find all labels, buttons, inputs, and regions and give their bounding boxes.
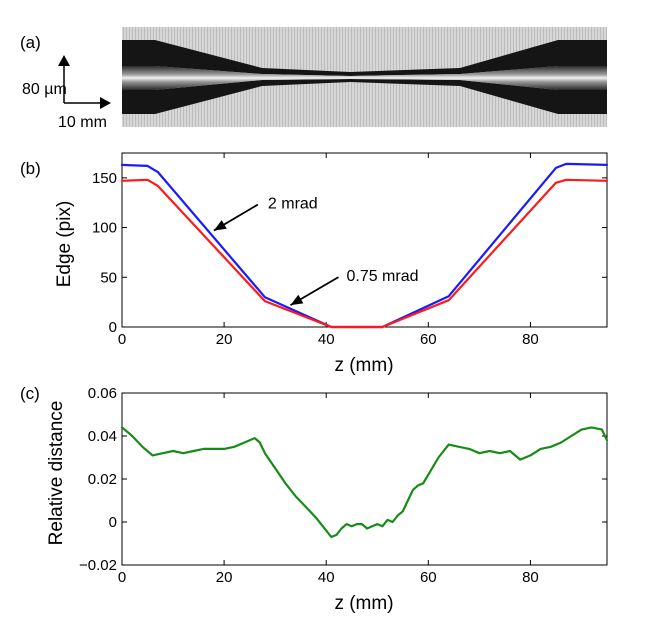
chart-c-ytick-label: −0.02 — [79, 557, 117, 574]
chart-b-annotation-label: 2 mrad — [268, 196, 318, 213]
chart-b-xtick-label: 60 — [420, 331, 437, 348]
chart-b-axes-frame — [121, 152, 608, 328]
chart-b-xtick-label: 40 — [318, 331, 335, 348]
chart-panel-c: (c) Relative distance z (mm) 0 20 40 60 80 −0… — [20, 384, 609, 614]
edge-image-upper-shadow — [122, 40, 607, 76]
panel-b-label: (b) — [20, 159, 41, 178]
scale-bar-up-arrowhead — [58, 55, 70, 66]
chart-b-xtick-label: 0 — [118, 331, 126, 348]
chart-c-xtick-label: 40 — [318, 569, 335, 586]
chart-c-ytick-label: 0 — [109, 514, 117, 531]
scale-bar-right-arrowhead — [100, 97, 111, 109]
panel-a-label: (a) — [20, 33, 41, 52]
scale-bar: 80 µm 10 mm — [22, 55, 111, 131]
chart-b-xtick-label: 20 — [216, 331, 233, 348]
chart-b-series-line-2 — [120, 178, 609, 329]
chart-b-annotation-label: 0.75 mrad — [346, 268, 418, 285]
chart-c-xtick-label: 60 — [420, 569, 437, 586]
chart-c-xlabel: z (mm) — [334, 593, 393, 614]
chart-b-ytick-label: 150 — [92, 170, 117, 187]
chart-c-ytick-label: 0.06 — [88, 385, 117, 402]
chart-c-ytick-label: 0.02 — [88, 471, 117, 488]
chart-c-xtick-label: 20 — [216, 569, 233, 586]
chart-b-xlabel: z (mm) — [334, 355, 393, 376]
edge-image-lower-shadow — [122, 79, 607, 114]
chart-b-xtick-label: 80 — [522, 331, 539, 348]
chart-b-annotation-arrowhead — [213, 220, 227, 231]
chart-b-series-line-1 — [120, 162, 609, 329]
chart-c-axes-frame — [121, 392, 608, 566]
chart-c-ytick-label: 0.04 — [88, 428, 117, 445]
edge-image-core — [122, 66, 607, 90]
chart-c-series-line-1 — [120, 426, 609, 539]
chart-b-ytick-label: 0 — [109, 319, 117, 336]
chart-c-xtick-label: 0 — [118, 569, 126, 586]
scale-bar-vertical-label: 80 µm — [22, 81, 67, 98]
chart-b-plot-area: 0 20 40 60 80 0 50 100 150 2 mrad 0.75 mrad — [92, 152, 609, 348]
chart-c-xtick-label: 80 — [522, 569, 539, 586]
chart-panel-b: (b) Edge (pix) z (mm) 0 20 40 60 80 0 50 100 150… — [20, 152, 609, 376]
chart-c-ylabel: Relative distance — [46, 401, 67, 546]
panel-a: (a) 80 µm 10 mm — [20, 27, 607, 131]
chart-b-ytick-label: 100 — [92, 220, 117, 237]
scale-bar-horizontal-label: 10 mm — [58, 114, 107, 131]
chart-b-ytick-label: 50 — [100, 269, 117, 286]
chart-b-ylabel: Edge (pix) — [54, 201, 75, 288]
chart-b-annotation-arrowhead — [290, 294, 304, 306]
panel-c-label: (c) — [20, 384, 40, 403]
